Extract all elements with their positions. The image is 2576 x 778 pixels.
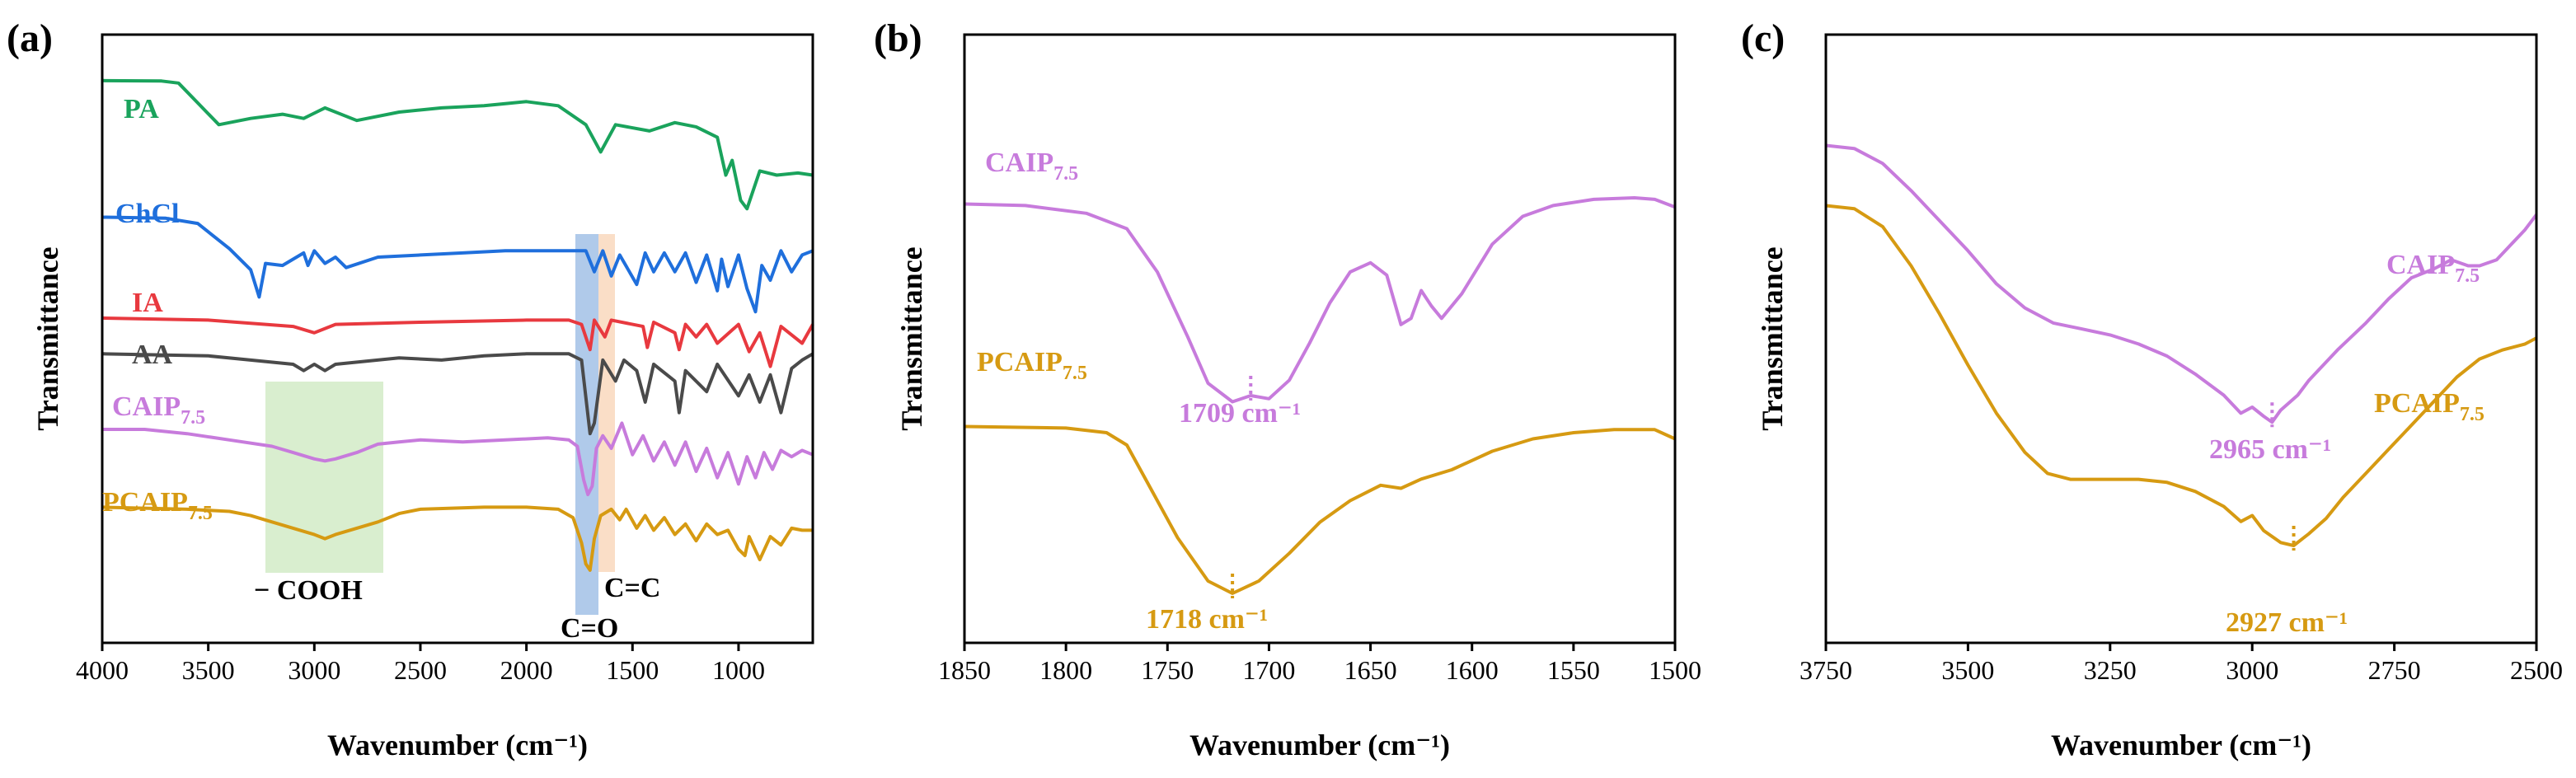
x-tick-label: 3500 xyxy=(1941,655,1994,685)
label-pcaip-c: PCAIP7.5 xyxy=(2374,388,2485,425)
x-axis-label-b: Wavenumber (cm⁻¹) xyxy=(1189,729,1450,762)
panel-b: (b) 1850 1800 1750 1700 1650 1600 1550 1500 CAI… xyxy=(874,16,1701,762)
peak-markers-c xyxy=(2270,402,2296,551)
y-axis-label-a: Transmittance xyxy=(31,246,64,430)
x-tick-label: 1850 xyxy=(938,655,991,685)
curves-a xyxy=(101,78,814,572)
panel-label-a: (a) xyxy=(7,16,53,60)
label-caip-c: CAIP7.5 xyxy=(2386,250,2480,287)
cc-band xyxy=(598,234,615,572)
label-pa: PA xyxy=(124,94,159,124)
x-tick-label: 2750 xyxy=(2368,655,2421,685)
series-line-caip-7.5-c xyxy=(1825,143,2538,424)
series-line-chcl-a xyxy=(101,215,814,314)
x-tick-label: 3000 xyxy=(2226,655,2278,685)
peak-label-2965: 2965 cm⁻¹ xyxy=(2209,434,2331,465)
x-ticks-a: 4000 3500 3000 2500 2000 1500 1000 xyxy=(76,643,765,685)
x-tick-label: 3000 xyxy=(288,655,340,685)
label-chcl: ChCl xyxy=(115,199,179,229)
peak-label-1718: 1718 cm⁻¹ xyxy=(1146,604,1268,635)
x-tick-label: 4000 xyxy=(76,655,129,685)
peak-label-1709: 1709 cm⁻¹ xyxy=(1179,398,1301,429)
x-ticks-c: 3750 3500 3250 3000 2750 2500 xyxy=(1799,643,2563,685)
label-pcaip-b: PCAIP7.5 xyxy=(977,347,1087,384)
label-caip-b: CAIP7.5 xyxy=(985,148,1078,185)
series-line-caip-7.5-b xyxy=(964,196,1676,404)
x-tick-label: 3250 xyxy=(2084,655,2137,685)
x-tick-label: 1650 xyxy=(1344,655,1397,685)
x-tick-label: 3500 xyxy=(182,655,235,685)
label-caip-a: CAIP7.5 xyxy=(112,391,205,429)
panel-a: (a) 4000 3500 3000 2500 2000 1500 1000 PA ChCl… xyxy=(7,16,814,762)
x-tick-label: 1800 xyxy=(1039,655,1092,685)
series-line-pcaip-7.5-a xyxy=(101,505,813,572)
annotation-co: C=O xyxy=(561,613,618,644)
x-ticks-b: 1850 1800 1750 1700 1650 1600 1550 1500 xyxy=(938,643,1701,685)
x-tick-label: 3750 xyxy=(1799,655,1852,685)
x-tick-label: 1600 xyxy=(1446,655,1499,685)
label-ia: IA xyxy=(132,288,163,318)
x-tick-label: 2500 xyxy=(2510,655,2563,685)
x-tick-label: 1750 xyxy=(1141,655,1194,685)
series-line-pa-a xyxy=(101,78,814,211)
x-tick-label: 2000 xyxy=(500,655,553,685)
y-axis-label-b: Transmittance xyxy=(895,246,928,430)
series-line-pcaip-7.5-b xyxy=(964,424,1676,595)
series-line-aa-a xyxy=(101,352,814,436)
curves-b xyxy=(964,196,1676,595)
series-line-caip-7.5-a xyxy=(102,421,814,497)
y-axis-label-c: Transmittance xyxy=(1756,246,1789,430)
axes-frame-a xyxy=(101,33,814,644)
x-axis-label-c: Wavenumber (cm⁻¹) xyxy=(2051,729,2311,762)
panel-label-c: (c) xyxy=(1741,16,1785,60)
x-tick-label: 1700 xyxy=(1242,655,1295,685)
cooh-band xyxy=(265,382,383,573)
annotation-cooh: − COOH xyxy=(254,575,363,606)
annotation-cc: C=C xyxy=(604,573,660,603)
panel-label-b: (b) xyxy=(874,16,922,60)
curves-c xyxy=(1825,143,2538,547)
peak-label-2927: 2927 cm⁻¹ xyxy=(2226,607,2348,638)
x-tick-label: 1500 xyxy=(1649,655,1701,685)
x-axis-label-a: Wavenumber (cm⁻¹) xyxy=(327,729,588,762)
x-tick-label: 1000 xyxy=(712,655,765,685)
panel-c: (c) 3750 3500 3250 3000 2750 2500 CAIP7.5 PCA… xyxy=(1741,16,2563,762)
axes-frame-c xyxy=(1824,33,2538,644)
label-pcaip-a: PCAIP7.5 xyxy=(102,487,213,524)
x-tick-label: 2500 xyxy=(394,655,447,685)
axes-frame-b xyxy=(963,33,1677,644)
label-aa: AA xyxy=(132,340,173,370)
x-tick-label: 1550 xyxy=(1547,655,1600,685)
series-line-pcaip-7.5-c xyxy=(1825,204,2537,547)
x-tick-label: 1500 xyxy=(606,655,659,685)
series-line-ia-a xyxy=(101,316,814,368)
